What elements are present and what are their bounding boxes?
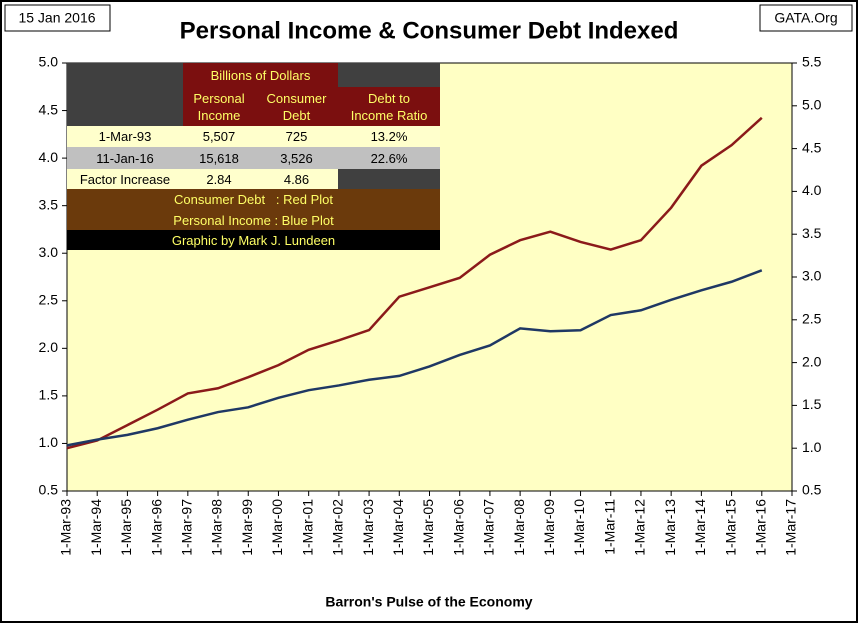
cell: 15,618 bbox=[183, 147, 255, 169]
cell: 2.84 bbox=[183, 169, 255, 189]
x-tick-label: 1-Mar-97 bbox=[179, 499, 195, 556]
y2-tick-label: 1.0 bbox=[802, 439, 822, 455]
x-tick-label: 1-Mar-96 bbox=[148, 499, 164, 556]
y-tick-label: 3.0 bbox=[39, 244, 59, 260]
cell bbox=[67, 63, 183, 126]
x-tick-label: 1-Mar-11 bbox=[601, 499, 617, 555]
cell: 3,526 bbox=[255, 147, 338, 169]
cell: Factor Increase bbox=[67, 169, 183, 189]
y-tick-label: 2.0 bbox=[39, 339, 59, 355]
header: Personal Income bbox=[183, 87, 255, 126]
header: Consumer Debt bbox=[255, 87, 338, 126]
series-line bbox=[66, 269, 763, 447]
x-tick-label: 1-Mar-12 bbox=[632, 499, 648, 556]
y2-tick-label: 4.5 bbox=[802, 139, 822, 155]
cell: 4.86 bbox=[255, 169, 338, 189]
x-tick-label: 1-Mar-13 bbox=[662, 499, 678, 556]
source-box bbox=[759, 4, 853, 32]
cell bbox=[338, 63, 440, 87]
x-tick-label: 1-Mar-10 bbox=[571, 499, 587, 556]
y-tick-label: 4.0 bbox=[39, 149, 59, 165]
note: Personal Income : Blue Plot bbox=[67, 210, 440, 230]
x-tick-label: 1-Mar-06 bbox=[450, 499, 466, 556]
x-tick-label: 1-Mar-98 bbox=[209, 499, 225, 556]
x-tick-label: 1-Mar-15 bbox=[722, 499, 738, 556]
x-tick-label: 1-Mar-95 bbox=[118, 499, 134, 556]
source: GATA.Org bbox=[774, 10, 837, 26]
note: Consumer Debt : Red Plot bbox=[67, 189, 440, 210]
y2-tick-label: 2.5 bbox=[802, 311, 822, 327]
x-tick-label: 1-Mar-17 bbox=[783, 499, 799, 556]
y-tick-label: 2.5 bbox=[39, 291, 59, 307]
x-tick-label: 1-Mar-99 bbox=[239, 499, 255, 556]
series-line bbox=[66, 116, 763, 450]
cell bbox=[338, 169, 440, 189]
cell: 1-Mar-93 bbox=[67, 126, 183, 147]
y2-tick-label: 5.5 bbox=[802, 54, 822, 70]
x-tick-label: 1-Mar-08 bbox=[511, 499, 527, 556]
x-tick-label: 1-Mar-00 bbox=[269, 499, 285, 556]
y-tick-label: 4.5 bbox=[39, 101, 59, 117]
cell: 11-Jan-16 bbox=[67, 147, 183, 169]
chart-title: Personal Income & Consumer Debt Indexed bbox=[180, 17, 679, 44]
y2-tick-label: 1.5 bbox=[802, 396, 822, 412]
x-axis-label: Barron's Pulse of the Economy bbox=[325, 594, 532, 610]
x-tick-label: 1-Mar-14 bbox=[692, 499, 708, 556]
cell: 725 bbox=[255, 126, 338, 147]
y2-tick-label: 3.0 bbox=[802, 268, 822, 284]
y-tick-label: 1.0 bbox=[39, 434, 59, 450]
cell: 13.2% bbox=[338, 126, 440, 147]
date-label: 15 Jan 2016 bbox=[18, 10, 95, 26]
x-tick-label: 1-Mar-09 bbox=[541, 499, 557, 556]
x-tick-label: 1-Mar-05 bbox=[420, 499, 436, 556]
y2-tick-label: 4.0 bbox=[802, 182, 822, 198]
y2-tick-label: 5.0 bbox=[802, 97, 822, 113]
y-tick-label: 3.5 bbox=[39, 196, 59, 212]
y-tick-label: 0.5 bbox=[39, 482, 59, 498]
x-tick-label: 1-Mar-94 bbox=[88, 499, 104, 556]
header: Debt to Income Ratio bbox=[338, 87, 440, 126]
y-tick-label: 1.5 bbox=[39, 387, 59, 403]
cell: 22.6% bbox=[338, 147, 440, 169]
y2-tick-label: 0.5 bbox=[802, 482, 822, 498]
x-tick-label: 1-Mar-07 bbox=[481, 499, 497, 556]
x-tick-label: 1-Mar-03 bbox=[360, 499, 376, 556]
y-tick-label: 5.0 bbox=[39, 54, 59, 70]
cell: 5,507 bbox=[183, 126, 255, 147]
y2-tick-label: 3.5 bbox=[802, 225, 822, 241]
credit: Graphic by Mark J. Lundeen bbox=[67, 230, 440, 250]
x-tick-label: 1-Mar-04 bbox=[390, 499, 406, 556]
x-tick-label: 1-Mar-16 bbox=[752, 499, 768, 556]
x-tick-label: 1-Mar-93 bbox=[58, 499, 74, 556]
date-box bbox=[4, 4, 111, 32]
y2-tick-label: 2.0 bbox=[802, 353, 822, 369]
group-header: Billions of Dollars bbox=[183, 63, 338, 87]
x-tick-label: 1-Mar-02 bbox=[330, 499, 346, 556]
x-tick-label: 1-Mar-01 bbox=[299, 499, 315, 556]
